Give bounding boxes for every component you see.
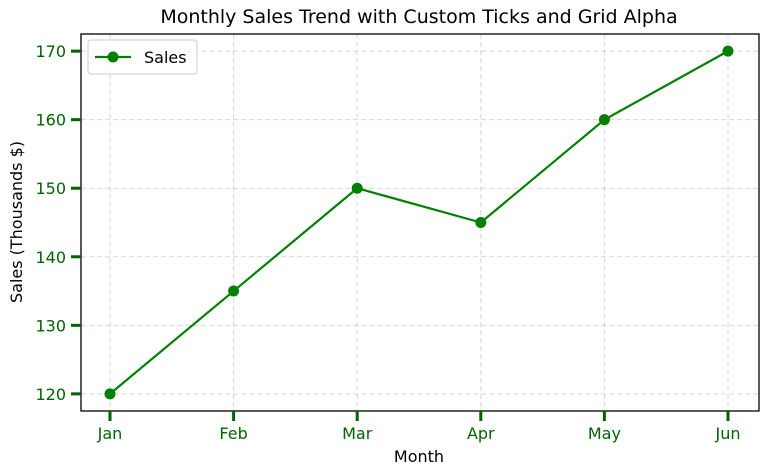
y-tick-label: 160 bbox=[35, 111, 66, 130]
series-line-sales bbox=[109, 50, 729, 395]
legend-label-sales: Sales bbox=[144, 48, 187, 67]
data-point bbox=[104, 388, 116, 400]
y-tick-label: 150 bbox=[35, 179, 66, 198]
legend-box bbox=[87, 39, 198, 75]
y-tick-label: 130 bbox=[35, 316, 66, 335]
y-tick-label: 170 bbox=[35, 42, 66, 61]
x-tick-label: Mar bbox=[342, 424, 373, 443]
data-point bbox=[598, 114, 610, 126]
x-axis-label: Month bbox=[394, 447, 444, 465]
x-tick-label: Feb bbox=[219, 424, 247, 443]
legend-marker-swatch bbox=[107, 51, 119, 63]
legend: Sales bbox=[87, 39, 198, 75]
chart-title: Monthly Sales Trend with Custom Ticks an… bbox=[160, 6, 677, 28]
x-tick-label: Jun bbox=[715, 424, 741, 443]
x-tick-label: Jan bbox=[97, 424, 123, 443]
data-point bbox=[475, 217, 487, 228]
data-point bbox=[351, 182, 363, 194]
y-axis-label: Sales (Thousands $) bbox=[7, 141, 26, 303]
y-tick-label: 140 bbox=[35, 248, 66, 267]
x-axis: Jan Feb Mar Apr May Jun bbox=[97, 411, 741, 443]
series-layer bbox=[104, 45, 734, 400]
y-tick-label: 120 bbox=[35, 385, 66, 404]
x-tick-label: Apr bbox=[467, 424, 495, 443]
data-point bbox=[228, 285, 240, 297]
data-point bbox=[722, 45, 734, 57]
plot-area-frame bbox=[80, 33, 760, 412]
x-tick-label: May bbox=[588, 424, 621, 443]
y-axis: 120 130 140 150 160 170 bbox=[35, 42, 81, 404]
